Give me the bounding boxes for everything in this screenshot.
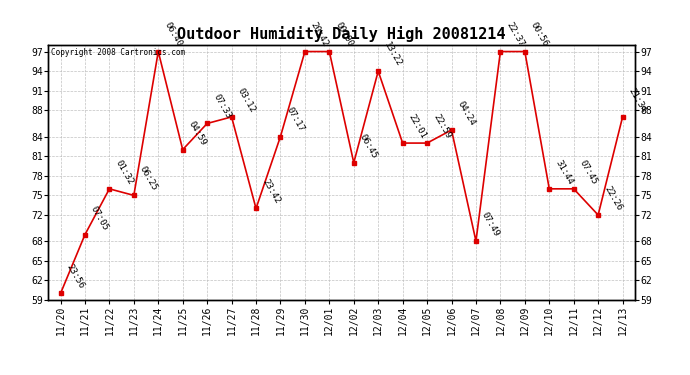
Text: 13:22: 13:22 [382,40,404,68]
Text: 07:49: 07:49 [480,211,502,238]
Text: 03:12: 03:12 [236,86,257,114]
Text: 07:05: 07:05 [89,204,110,232]
Text: 06:25: 06:25 [138,165,159,193]
Text: 07:17: 07:17 [284,106,306,134]
Title: Outdoor Humidity Daily High 20081214: Outdoor Humidity Daily High 20081214 [177,27,506,42]
Text: 01:32: 01:32 [114,158,135,186]
Text: 20:42: 20:42 [309,21,331,49]
Text: 21:34: 21:34 [627,86,648,114]
Text: 07:33: 07:33 [211,93,233,121]
Text: Copyright 2008 Cartronics.com: Copyright 2008 Cartronics.com [51,48,186,57]
Text: 00:56: 00:56 [529,21,550,49]
Text: 22:26: 22:26 [602,184,624,212]
Text: 06:40: 06:40 [162,21,184,49]
Text: 22:59: 22:59 [431,112,453,140]
Text: 23:56: 23:56 [65,263,86,291]
Text: 31:44: 31:44 [553,158,575,186]
Text: 07:45: 07:45 [578,158,599,186]
Text: 04:24: 04:24 [455,99,477,127]
Text: 06:45: 06:45 [358,132,380,160]
Text: 23:42: 23:42 [260,178,282,206]
Text: 00:00: 00:00 [333,21,355,49]
Text: 22:37: 22:37 [504,21,526,49]
Text: 22:01: 22:01 [407,112,428,140]
Text: 04:59: 04:59 [187,119,208,147]
